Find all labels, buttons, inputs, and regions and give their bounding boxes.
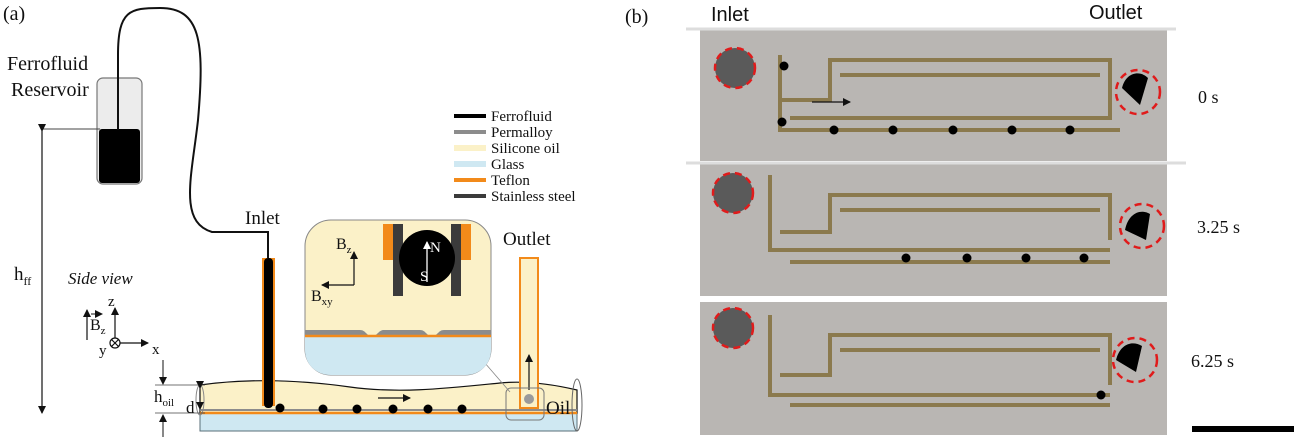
inset-bxy-label: Bxy xyxy=(311,288,333,308)
axis-y-label: y xyxy=(99,343,107,359)
legend-glass: Glass xyxy=(491,157,524,173)
device-cross-section xyxy=(195,378,583,432)
frame-time-0: 0 s xyxy=(1198,87,1219,107)
inlet-tube xyxy=(262,258,275,408)
bz-field-label: Bz xyxy=(90,317,106,337)
legend-silicone-oil: Silicone oil xyxy=(491,141,560,157)
feed-tube xyxy=(117,6,269,262)
ferrofluid-reservoir xyxy=(96,77,143,185)
inset-bz-label: Bz xyxy=(336,236,352,256)
outlet-tube xyxy=(519,257,539,409)
side-view-label: Side view xyxy=(68,269,133,288)
oil-zoom-box xyxy=(505,387,545,421)
photo-outlet-label: Outlet xyxy=(1089,2,1143,24)
coordinate-axes xyxy=(83,307,149,349)
photo-frame-3-25s xyxy=(686,161,1186,296)
frame-time-2: 6.25 s xyxy=(1191,351,1234,371)
photo-frame-0s xyxy=(686,27,1176,161)
d-label: d xyxy=(186,398,195,417)
legend xyxy=(454,114,486,198)
magnet-inset xyxy=(304,219,492,376)
h-ff-label: hff xyxy=(14,264,31,288)
frame-time-1: 3.25 s xyxy=(1197,217,1240,237)
h-oil-label: hoil xyxy=(154,387,174,409)
axis-z-label: z xyxy=(108,294,115,310)
photo-inlet-label: Inlet xyxy=(711,4,749,26)
panel-a-label: (a) xyxy=(3,3,25,25)
oil-label: Oil xyxy=(546,398,570,419)
inlet-label: Inlet xyxy=(245,208,281,229)
outlet-label: Outlet xyxy=(503,229,551,250)
ferrofluid-droplets xyxy=(275,403,467,414)
legend-teflon: Teflon xyxy=(491,173,530,189)
reservoir-label-line1: Ferrofluid xyxy=(7,53,88,75)
legend-ferrofluid: Ferrofluid xyxy=(491,109,552,125)
panel-b-label: (b) xyxy=(625,6,648,28)
magnet-n-label: N xyxy=(430,240,441,256)
reservoir-label-line2: Reservoir xyxy=(11,79,89,101)
magnet-s-label: S xyxy=(420,269,428,285)
legend-stainless-steel: Stainless steel xyxy=(491,189,576,205)
axis-x-label: x xyxy=(152,342,160,358)
photo-frame-6-25s xyxy=(700,302,1167,435)
legend-permalloy: Permalloy xyxy=(491,125,553,141)
